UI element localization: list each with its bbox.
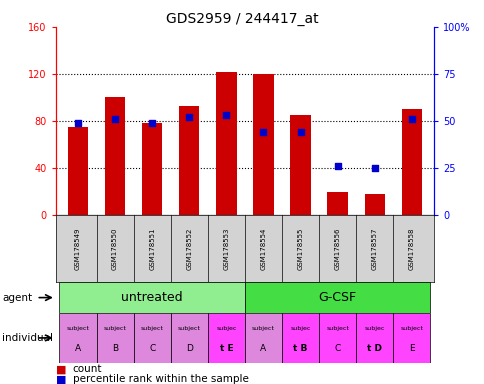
Point [222,112,230,118]
Text: t E: t E [219,344,233,353]
Bar [208,313,244,363]
Bar [60,313,96,363]
Bar [134,313,170,363]
Bar [327,192,347,215]
Point [333,163,341,169]
Point [259,129,267,135]
Bar [355,313,393,363]
Text: subject: subject [104,326,126,331]
Text: GSM178549: GSM178549 [75,227,81,270]
Text: ■: ■ [56,374,66,384]
Text: untreated: untreated [121,291,182,304]
Text: t D: t D [366,344,381,353]
Text: GSM178552: GSM178552 [186,227,192,270]
Bar [253,74,273,215]
Text: A: A [75,344,81,353]
Text: t B: t B [293,344,307,353]
Bar [142,123,162,215]
Bar [281,313,318,363]
Bar [170,313,208,363]
Text: subject: subject [178,326,200,331]
Text: A: A [260,344,266,353]
Text: E: E [408,344,414,353]
Text: percentile rank within the sample: percentile rank within the sample [73,374,248,384]
Text: GDS2959 / 244417_at: GDS2959 / 244417_at [166,12,318,25]
Text: subjec: subjec [364,326,384,331]
Text: GSM178555: GSM178555 [297,227,303,270]
Point [370,165,378,171]
Bar [96,313,134,363]
Text: GSM178554: GSM178554 [260,227,266,270]
Bar [105,98,125,215]
Text: GSM178557: GSM178557 [371,227,377,270]
Bar [244,313,281,363]
Text: subject: subject [326,326,348,331]
Text: C: C [149,344,155,353]
Text: agent: agent [2,293,32,303]
Text: G-CSF: G-CSF [318,291,356,304]
Text: GSM178550: GSM178550 [112,227,118,270]
Text: count: count [73,364,102,374]
Text: GSM178556: GSM178556 [334,227,340,270]
Bar [393,313,429,363]
Text: GSM178558: GSM178558 [408,227,414,270]
Point [111,116,119,122]
Text: subject: subject [252,326,274,331]
Point [407,116,415,122]
Text: B: B [112,344,118,353]
Bar [68,127,88,215]
Point [185,114,193,120]
Point [74,120,82,126]
Text: D: D [185,344,192,353]
Bar [290,115,310,215]
Text: GSM178553: GSM178553 [223,227,229,270]
Text: subject: subject [400,326,423,331]
Text: subjec: subjec [290,326,310,331]
Bar [179,106,199,215]
Bar [216,71,236,215]
Point [148,120,156,126]
Text: GSM178551: GSM178551 [149,227,155,270]
Text: subjec: subjec [216,326,236,331]
Text: subject: subject [66,326,89,331]
Text: subject: subject [140,326,163,331]
Bar [364,194,384,215]
Bar [60,282,244,313]
Bar [244,282,429,313]
Text: individual: individual [2,333,53,343]
Text: C: C [334,344,340,353]
Bar [318,313,355,363]
Point [296,129,304,135]
Text: ■: ■ [56,364,66,374]
Bar [401,109,421,215]
